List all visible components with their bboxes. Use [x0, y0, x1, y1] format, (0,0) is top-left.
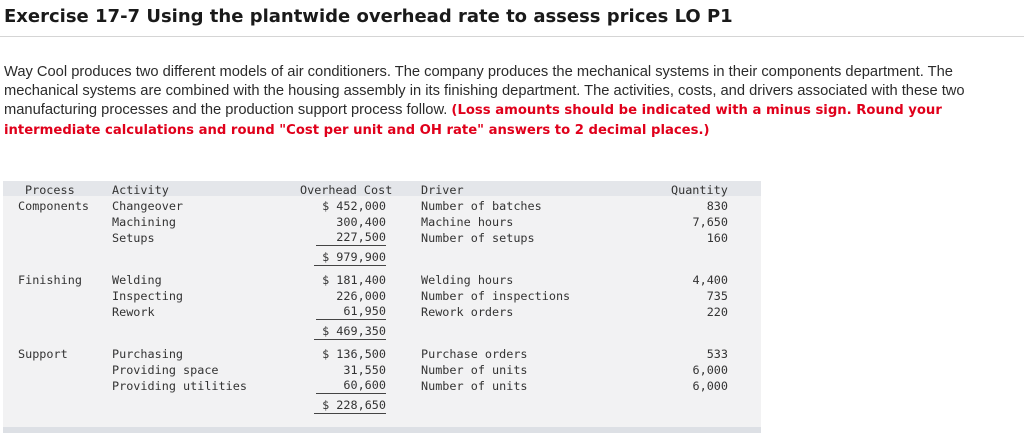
- overhead-cost-value: 227,500: [316, 230, 386, 247]
- overhead-cost-value: 60,600: [316, 378, 386, 395]
- overhead-cost-value: 61,950: [316, 304, 386, 321]
- activity-table: [3, 181, 761, 427]
- driver-label: Welding hours: [421, 273, 514, 287]
- process-label: Finishing: [18, 273, 82, 287]
- description-text: Way Cool produces two different models o…: [4, 64, 965, 119]
- quantity-value: 160: [706, 231, 728, 245]
- overhead-cost-value: 226,000: [336, 289, 386, 303]
- quantity-value: 6,000: [692, 379, 728, 393]
- quantity-value: 7,650: [692, 215, 728, 229]
- header-overhead-cost: Overhead Cost: [300, 183, 393, 197]
- overhead-cost-total: $ 469,350: [314, 324, 386, 341]
- overhead-cost-value: $ 452,000: [322, 199, 386, 213]
- activity-label: Setups: [112, 231, 155, 245]
- activity-label: Rework: [112, 305, 155, 319]
- page-title: Exercise 17-7 Using the plantwide overhe…: [4, 6, 733, 27]
- table-footer-band: [3, 427, 761, 433]
- process-label: Components: [18, 199, 90, 213]
- quantity-value: 220: [706, 305, 728, 319]
- quantity-value: 533: [706, 347, 728, 361]
- header-activity: Activity: [112, 183, 169, 197]
- driver-label: Number of batches: [421, 199, 542, 213]
- driver-label: Number of units: [421, 379, 528, 393]
- driver-label: Rework orders: [421, 305, 514, 319]
- activity-label: Purchasing: [112, 347, 184, 361]
- activity-label: Inspecting: [112, 289, 184, 303]
- quantity-value: 830: [706, 199, 728, 213]
- overhead-cost-total: $ 228,650: [314, 398, 386, 415]
- title-divider: [0, 36, 1024, 37]
- header-driver: Driver: [421, 183, 464, 197]
- driver-label: Number of units: [421, 363, 528, 377]
- activity-label: Changeover: [112, 199, 184, 213]
- quantity-value: 735: [706, 289, 728, 303]
- quantity-value: 6,000: [692, 363, 728, 377]
- driver-label: Machine hours: [421, 215, 514, 229]
- activity-label: Providing space: [112, 363, 219, 377]
- activity-label: Machining: [112, 215, 176, 229]
- overhead-cost-value: $ 136,500: [322, 347, 386, 361]
- header-quantity: Quantity: [671, 183, 728, 197]
- problem-description: Way Cool produces two different models o…: [4, 63, 1004, 140]
- activity-label: Welding: [112, 273, 162, 287]
- quantity-value: 4,400: [692, 273, 728, 287]
- driver-label: Number of setups: [421, 231, 535, 245]
- header-process: Process: [25, 183, 75, 197]
- overhead-cost-value: $ 181,400: [322, 273, 386, 287]
- activity-label: Providing utilities: [112, 379, 247, 393]
- overhead-cost-value: 300,400: [336, 215, 386, 229]
- overhead-cost-value: 31,550: [343, 363, 386, 377]
- driver-label: Purchase orders: [421, 347, 528, 361]
- driver-label: Number of inspections: [421, 289, 571, 303]
- instruction-text: (Loss amounts should be indicated with a…: [4, 103, 942, 138]
- table-header-band: [3, 181, 761, 196]
- overhead-cost-total: $ 979,900: [314, 250, 386, 267]
- process-label: Support: [18, 347, 68, 361]
